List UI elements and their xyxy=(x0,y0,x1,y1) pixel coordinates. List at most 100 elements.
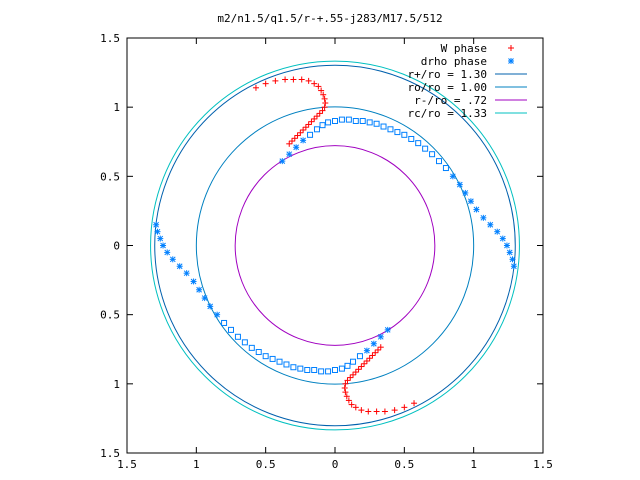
drho-phase-point xyxy=(429,151,436,158)
w-phase-point xyxy=(321,95,328,102)
w-phase-point xyxy=(350,371,357,378)
w-phase-point xyxy=(355,366,362,373)
w-phase-point xyxy=(315,83,322,90)
x-tick-label: 0.5 xyxy=(256,458,276,471)
drho-phase-point xyxy=(359,118,366,124)
drho-phase-point xyxy=(319,122,326,129)
x-tick-label: 1.5 xyxy=(533,458,553,471)
reference-circles xyxy=(150,60,520,431)
w-phase-point xyxy=(341,384,348,391)
drho-phase-point xyxy=(384,326,391,333)
drho-phase-point xyxy=(234,333,241,340)
drho-phase-point xyxy=(344,362,351,369)
drho-phase-point xyxy=(350,358,357,365)
w-phase-point xyxy=(290,76,297,83)
drho-phase-point xyxy=(467,198,474,205)
drho-phase-point xyxy=(325,119,332,126)
w-phase-point xyxy=(352,369,359,376)
drho-phase-point xyxy=(241,339,248,346)
drho-phase-point xyxy=(436,158,442,165)
w-phase-point xyxy=(297,129,304,136)
w-phase-point xyxy=(369,352,376,359)
w-phase-point xyxy=(302,124,309,131)
y-tick-label: 0.5 xyxy=(100,170,120,183)
drho-phase-point xyxy=(279,158,286,165)
drho-phase-point xyxy=(442,165,449,172)
drho-phase-point xyxy=(345,116,352,123)
w-phase-point xyxy=(361,360,368,367)
y-tick-label: 0 xyxy=(113,240,120,253)
legend-plus-marker xyxy=(508,45,514,51)
drho-phase-point xyxy=(304,367,311,373)
drho-phase-point xyxy=(190,278,197,285)
w-phase-point xyxy=(319,107,326,114)
w-phase-point xyxy=(352,404,359,411)
drho-phase-point xyxy=(509,256,516,263)
w-phase-point xyxy=(318,87,325,94)
w-phase-point xyxy=(308,118,315,125)
drho-phase-point xyxy=(183,270,190,277)
w-phase-point xyxy=(374,346,381,353)
drho-phase-point xyxy=(338,116,345,123)
reference-circle xyxy=(195,106,475,385)
drho-phase-point xyxy=(255,349,262,356)
drho-phase-point xyxy=(153,221,160,228)
w-phase-point xyxy=(298,76,305,83)
legend-label: r-/ro = .72 xyxy=(414,94,487,107)
drho-phase-point xyxy=(300,137,307,144)
drho-phase-point xyxy=(408,135,415,142)
drho-phase-point xyxy=(196,286,203,293)
x-tick-label: 0.5 xyxy=(394,458,414,471)
w-phase-point xyxy=(311,115,318,122)
reference-circle xyxy=(234,145,436,346)
drho-phase-point xyxy=(394,129,401,136)
legend-star-marker xyxy=(508,58,514,64)
drho-phase-point xyxy=(373,120,380,127)
w-phase-point xyxy=(305,77,312,84)
w-phase-point xyxy=(305,121,312,128)
drho-phase-point xyxy=(214,311,221,318)
data-points xyxy=(153,76,517,415)
drho-phase-point xyxy=(415,140,422,147)
drho-phase-point xyxy=(307,131,314,138)
drho-phase-point xyxy=(480,214,487,221)
drho-phase-point xyxy=(169,256,176,263)
drho-phase-point xyxy=(332,367,338,373)
drho-phase-point xyxy=(380,123,387,130)
w-phase-point xyxy=(358,363,365,370)
drho-phase-point xyxy=(269,355,276,362)
y-tick-label: 0.5 xyxy=(100,309,120,322)
w-phase-point xyxy=(321,104,328,111)
legend-label: W phase xyxy=(441,42,487,55)
drho-phase-point xyxy=(276,358,283,365)
drho-phase-point xyxy=(290,364,297,371)
drho-phase-point xyxy=(510,263,517,270)
w-phase-point xyxy=(363,358,370,365)
w-phase-point xyxy=(291,135,298,142)
x-tick-label: 0 xyxy=(332,458,339,471)
drho-phase-point xyxy=(221,319,228,326)
drho-phase-point xyxy=(228,326,234,333)
drho-phase-point xyxy=(366,119,373,126)
x-tick-label: 1 xyxy=(470,458,477,471)
w-phase-point xyxy=(373,408,380,415)
w-phase-point xyxy=(272,77,279,84)
drho-phase-point xyxy=(356,353,363,360)
w-phase-point xyxy=(344,377,351,384)
drho-phase-point xyxy=(499,235,506,242)
drho-phase-point xyxy=(313,126,320,133)
drho-phase-point xyxy=(176,263,183,270)
drho-phase-point xyxy=(164,249,171,256)
drho-phase-point xyxy=(363,347,370,354)
axis-ticks: 1.5 1 0.5 0 0.5 1 1.51.510.500.511.5 xyxy=(100,32,553,471)
w-phase-point xyxy=(313,113,320,120)
drho-phase-point xyxy=(154,228,161,235)
drho-phase-point xyxy=(401,131,408,138)
w-phase-point xyxy=(366,355,373,362)
drho-phase-point xyxy=(157,235,164,242)
drho-phase-point xyxy=(377,333,384,340)
legend-label: rc/ro = 1.33 xyxy=(408,107,487,120)
w-phase-point xyxy=(411,400,418,407)
y-tick-label: 1.5 xyxy=(100,32,120,45)
